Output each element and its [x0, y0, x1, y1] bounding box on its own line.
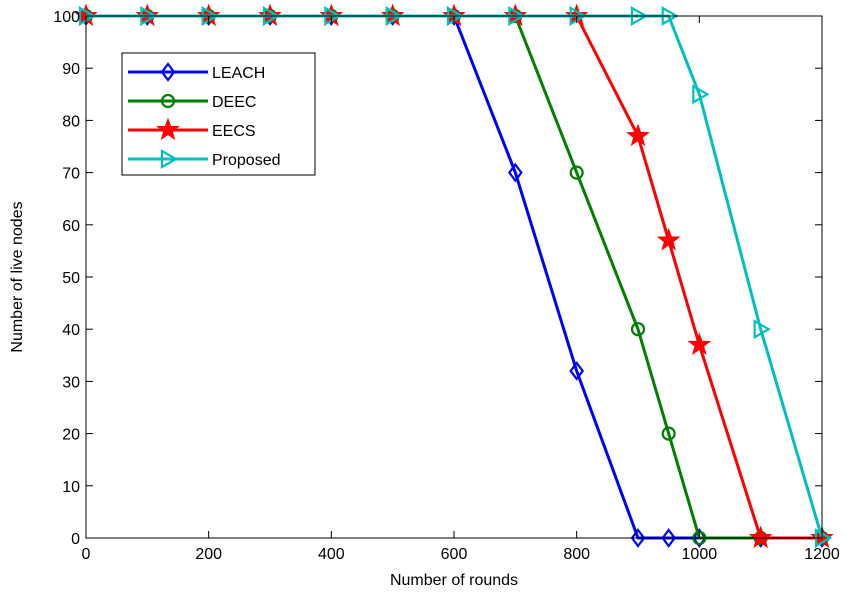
y-tick-label: 0: [71, 531, 80, 548]
data-point-eecs: [656, 227, 681, 251]
data-point-deec: [569, 165, 584, 180]
x-tick-label: 0: [82, 546, 91, 563]
legend-marker-leach: [160, 62, 176, 82]
y-tick-label: 70: [62, 166, 80, 183]
y-tick-label: 60: [62, 218, 80, 235]
legend-item-deec: DEEC: [128, 93, 256, 111]
data-point-leach: [661, 528, 677, 548]
data-point-leach: [691, 528, 707, 548]
data-point-deec: [661, 426, 676, 441]
data-point-eecs: [687, 332, 712, 355]
legend-label-proposed: Proposed: [212, 152, 281, 169]
x-axis-label: Number of rounds: [390, 572, 518, 589]
legend-item-leach: LEACH: [128, 62, 265, 82]
y-tick-label: 100: [53, 9, 80, 26]
y-tick-label: 30: [62, 374, 80, 391]
legend-marker-proposed: [160, 149, 179, 169]
data-point-proposed: [753, 319, 771, 340]
data-point-eecs: [626, 123, 650, 147]
y-tick-label: 40: [62, 322, 80, 339]
x-tick-label: 800: [563, 546, 590, 563]
legend: LEACH DEEC EECS Proposed: [121, 52, 316, 176]
legend-item-proposed: Proposed: [128, 149, 281, 169]
x-tick-label: 1200: [804, 546, 840, 563]
x-tick-label: 200: [195, 546, 222, 563]
y-tick-label: 80: [62, 113, 80, 130]
x-tick-label: 600: [441, 546, 468, 563]
y-tick-label: 50: [62, 270, 80, 287]
data-point-leach: [569, 361, 585, 381]
x-tick-label: 1000: [682, 546, 718, 563]
data-point-proposed: [692, 84, 710, 105]
legend-label-leach: LEACH: [212, 65, 265, 82]
data-point-leach: [507, 162, 523, 183]
y-axis-label: Number of live nodes: [9, 201, 26, 352]
data-point-eecs: [748, 525, 773, 549]
legend-marker-eecs: [156, 117, 180, 141]
data-point-proposed: [78, 6, 97, 26]
ticks-layer: 0 200 400 600 800 1000 1200 0 10 20 30 40 50 60 70 80 90…: [53, 9, 840, 563]
legend-marker-deec: [160, 93, 176, 109]
legend-label-eecs: EECS: [212, 123, 256, 140]
x-tick-label: 400: [318, 546, 345, 563]
data-point-leach: [630, 528, 646, 548]
data-point-deec: [630, 322, 646, 337]
y-tick-label: 90: [62, 61, 80, 78]
y-tick-label: 10: [62, 479, 80, 496]
legend-label-deec: DEEC: [212, 94, 256, 111]
legend-item-eecs: EECS: [128, 117, 256, 141]
y-tick-label: 20: [62, 427, 80, 444]
